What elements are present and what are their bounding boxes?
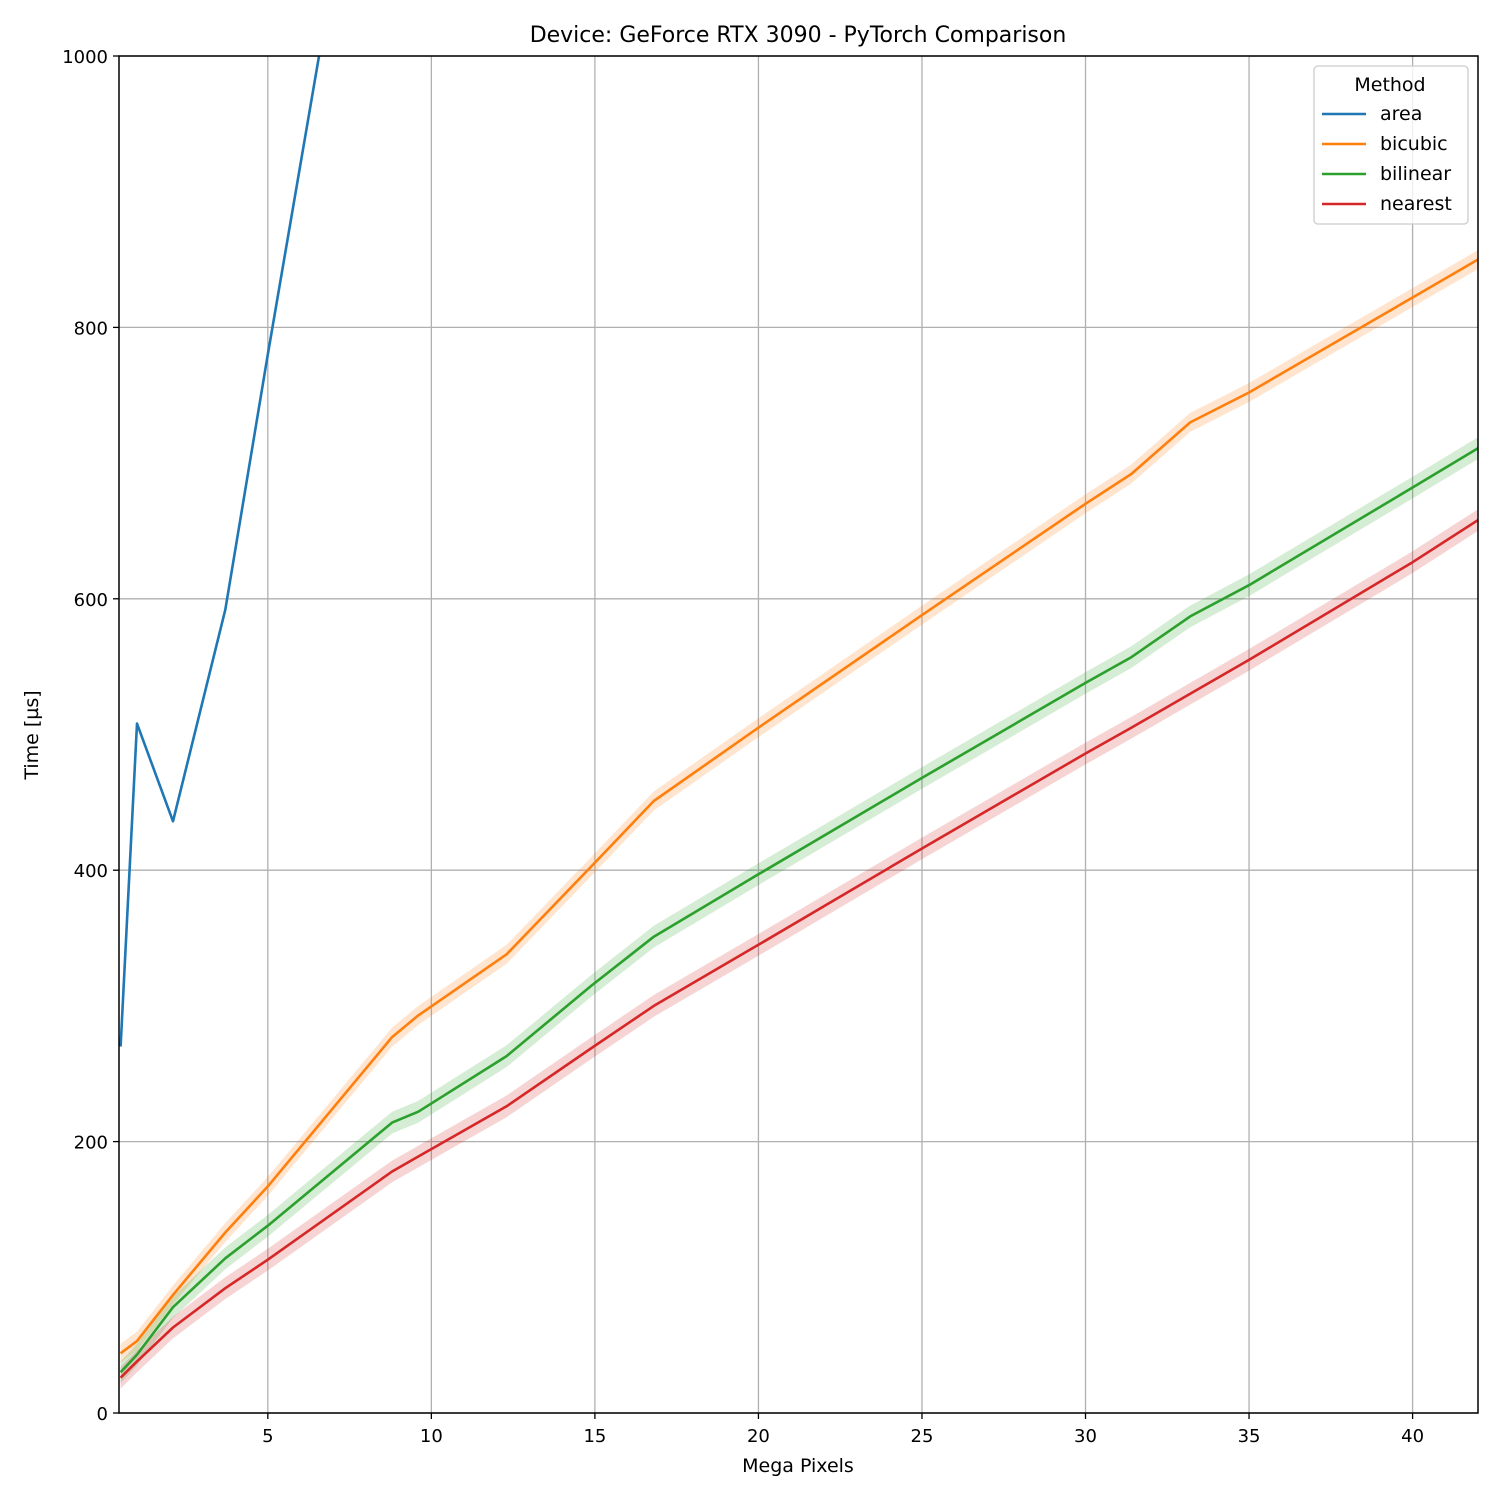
legend: Method area bicubic bilinear nearest (1313, 65, 1469, 225)
y-tick-label: 200 (74, 1133, 108, 1154)
x-tick-label: 30 (1074, 1426, 1097, 1447)
y-tick-label: 0 (97, 1404, 108, 1425)
legend-label-nearest: nearest (1380, 193, 1452, 215)
legend-label-area: area (1380, 103, 1422, 125)
legend-label-bicubic: bicubic (1380, 133, 1448, 155)
y-tick-label: 600 (74, 590, 108, 611)
x-tick-label: 5 (262, 1426, 273, 1447)
x-tick-label: 20 (747, 1426, 770, 1447)
x-tick-label: 10 (420, 1426, 443, 1447)
series-line-area (119, 56, 321, 1047)
plot-frame (118, 55, 1479, 1414)
legend-label-bilinear: bilinear (1380, 163, 1451, 185)
series-lines (119, 56, 1478, 1379)
x-tick-label: 15 (583, 1426, 606, 1447)
y-tick-label: 400 (74, 861, 108, 882)
legend-title: Method (1354, 74, 1425, 96)
series-line-bicubic (119, 258, 1478, 1355)
x-axis-label: Mega Pixels (742, 1455, 854, 1477)
band-bilinear (120, 437, 1478, 1384)
x-tick-label: 25 (911, 1426, 934, 1447)
x-tick-label: 40 (1401, 1426, 1424, 1447)
series-line-bilinear (119, 447, 1478, 1374)
y-tick-label: 1000 (62, 47, 108, 68)
x-tick-label: 35 (1238, 1426, 1261, 1447)
confidence-bands (120, 250, 1478, 1389)
series-line-nearest (119, 519, 1478, 1379)
chart-title: Device: GeForce RTX 3090 - PyTorch Compa… (530, 23, 1067, 48)
y-axis-label: Time [µs] (21, 690, 43, 780)
y-tick-label: 800 (74, 318, 108, 339)
legend-box (1313, 65, 1469, 225)
band-nearest (120, 509, 1478, 1389)
